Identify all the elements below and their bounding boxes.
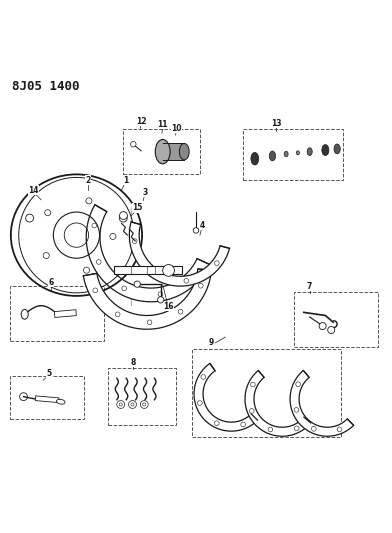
Circle shape <box>158 292 163 296</box>
Text: 5: 5 <box>46 369 52 377</box>
Circle shape <box>115 312 120 317</box>
Circle shape <box>132 239 137 244</box>
Circle shape <box>122 286 127 290</box>
Bar <box>108 368 176 425</box>
Text: 14: 14 <box>28 185 38 195</box>
Bar <box>35 396 59 402</box>
Bar <box>192 349 341 437</box>
Ellipse shape <box>269 151 276 161</box>
Circle shape <box>143 403 146 406</box>
Text: 6: 6 <box>48 278 54 287</box>
Circle shape <box>268 427 273 432</box>
Circle shape <box>184 278 189 283</box>
Circle shape <box>93 288 98 293</box>
Circle shape <box>110 233 116 239</box>
Circle shape <box>337 427 342 432</box>
Circle shape <box>129 401 136 408</box>
Polygon shape <box>86 205 210 302</box>
Circle shape <box>198 401 202 406</box>
Bar <box>243 130 343 180</box>
Text: 11: 11 <box>158 120 168 129</box>
Text: 8: 8 <box>131 358 136 367</box>
Circle shape <box>294 408 299 412</box>
Bar <box>54 310 76 318</box>
Ellipse shape <box>21 310 28 319</box>
Bar <box>163 143 184 160</box>
Circle shape <box>294 426 299 431</box>
Circle shape <box>25 214 34 222</box>
Circle shape <box>45 209 51 216</box>
Circle shape <box>92 223 96 228</box>
Text: 9: 9 <box>209 338 214 348</box>
Ellipse shape <box>251 152 259 165</box>
Circle shape <box>198 284 203 288</box>
Text: 1: 1 <box>123 176 128 185</box>
Circle shape <box>201 375 206 379</box>
Polygon shape <box>194 364 258 431</box>
Ellipse shape <box>155 140 170 164</box>
Bar <box>294 292 378 347</box>
Ellipse shape <box>307 148 312 156</box>
Text: 13: 13 <box>271 119 281 128</box>
Circle shape <box>191 274 195 279</box>
Circle shape <box>131 141 136 147</box>
Circle shape <box>214 261 219 265</box>
Polygon shape <box>245 370 311 436</box>
Text: 16: 16 <box>163 302 174 311</box>
Circle shape <box>134 281 140 287</box>
Circle shape <box>241 422 245 427</box>
Circle shape <box>319 322 326 329</box>
Circle shape <box>193 228 199 233</box>
Text: 8J05 1400: 8J05 1400 <box>12 80 79 93</box>
Polygon shape <box>129 222 230 286</box>
Text: 15: 15 <box>132 203 142 212</box>
Polygon shape <box>290 370 354 436</box>
Text: 3: 3 <box>142 188 148 197</box>
Circle shape <box>96 260 101 264</box>
Circle shape <box>178 309 183 314</box>
Ellipse shape <box>334 144 340 154</box>
Bar <box>123 130 200 174</box>
Circle shape <box>249 408 254 413</box>
Circle shape <box>140 401 148 408</box>
Circle shape <box>120 212 127 220</box>
Polygon shape <box>83 269 211 329</box>
Bar <box>10 286 104 341</box>
Circle shape <box>250 382 255 387</box>
Ellipse shape <box>56 399 65 404</box>
Circle shape <box>43 253 49 259</box>
Ellipse shape <box>284 151 288 157</box>
Circle shape <box>214 421 219 426</box>
Ellipse shape <box>179 143 189 160</box>
Bar <box>114 266 182 274</box>
Text: 7: 7 <box>307 281 312 290</box>
Circle shape <box>20 393 27 401</box>
Circle shape <box>150 269 154 274</box>
Circle shape <box>86 198 92 204</box>
Circle shape <box>158 297 164 303</box>
Text: 4: 4 <box>199 221 205 230</box>
Bar <box>10 376 84 419</box>
Circle shape <box>131 403 134 406</box>
Circle shape <box>117 401 125 408</box>
Circle shape <box>163 264 174 276</box>
Ellipse shape <box>296 151 299 155</box>
Text: 2: 2 <box>85 176 91 185</box>
Circle shape <box>328 327 335 334</box>
Ellipse shape <box>322 144 329 156</box>
Text: 10: 10 <box>171 124 181 133</box>
Circle shape <box>119 403 122 406</box>
Circle shape <box>296 382 301 386</box>
Circle shape <box>312 426 316 431</box>
Circle shape <box>147 320 152 325</box>
Circle shape <box>119 214 127 222</box>
Circle shape <box>83 267 89 273</box>
Text: 12: 12 <box>136 117 146 126</box>
